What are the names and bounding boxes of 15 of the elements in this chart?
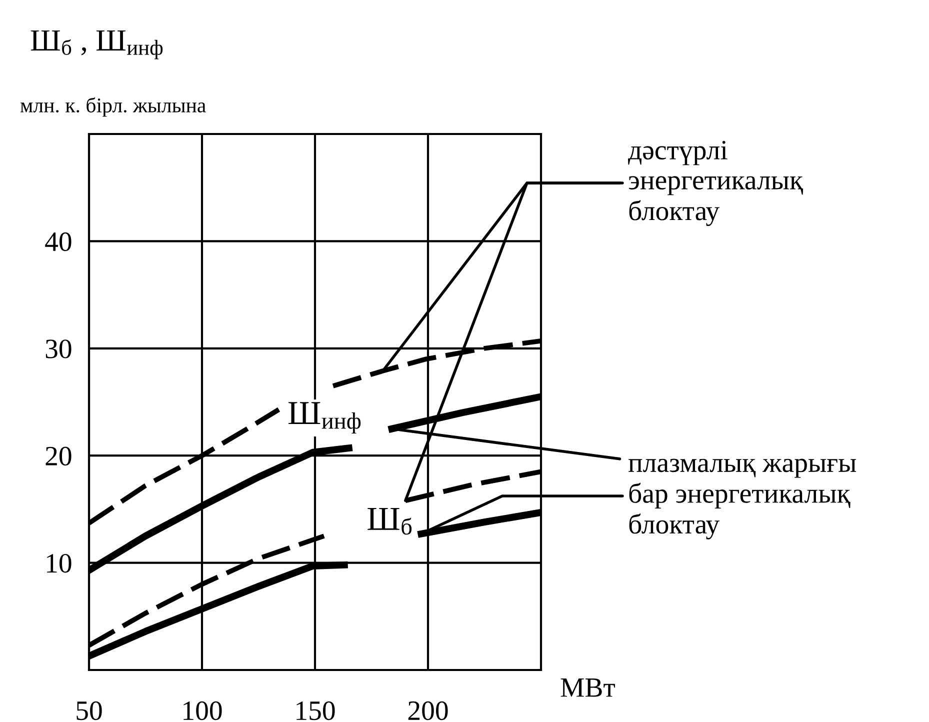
annotation: Ш$_{б}$ xyxy=(368,508,412,535)
x-tick-label: 200 xyxy=(408,701,448,720)
y-tick-label: 30 xyxy=(46,340,72,358)
text: дәстүрлі энергетикалық блоктау xyxy=(628,140,804,226)
y-axis-title: Ш$_{б}$ , Ш$_{инф}$ xyxy=(30,30,163,60)
x-tick-label: 100 xyxy=(184,701,222,720)
annotation: Ш$_{инф}$ xyxy=(288,402,361,434)
y-tick-label: 10 xyxy=(47,554,72,573)
text: плазмалық жарығы бар энергетикалық блоктау xyxy=(628,458,856,540)
y-tick-label: 20 xyxy=(46,446,72,466)
y-tick-label: 40 xyxy=(45,232,72,252)
x-axis-title: МВт xyxy=(560,678,615,697)
x-tick-label: 150 xyxy=(296,701,335,720)
text: млн. к. бірл. жылына xyxy=(20,97,206,117)
x-tick-label: 50 xyxy=(76,701,102,720)
